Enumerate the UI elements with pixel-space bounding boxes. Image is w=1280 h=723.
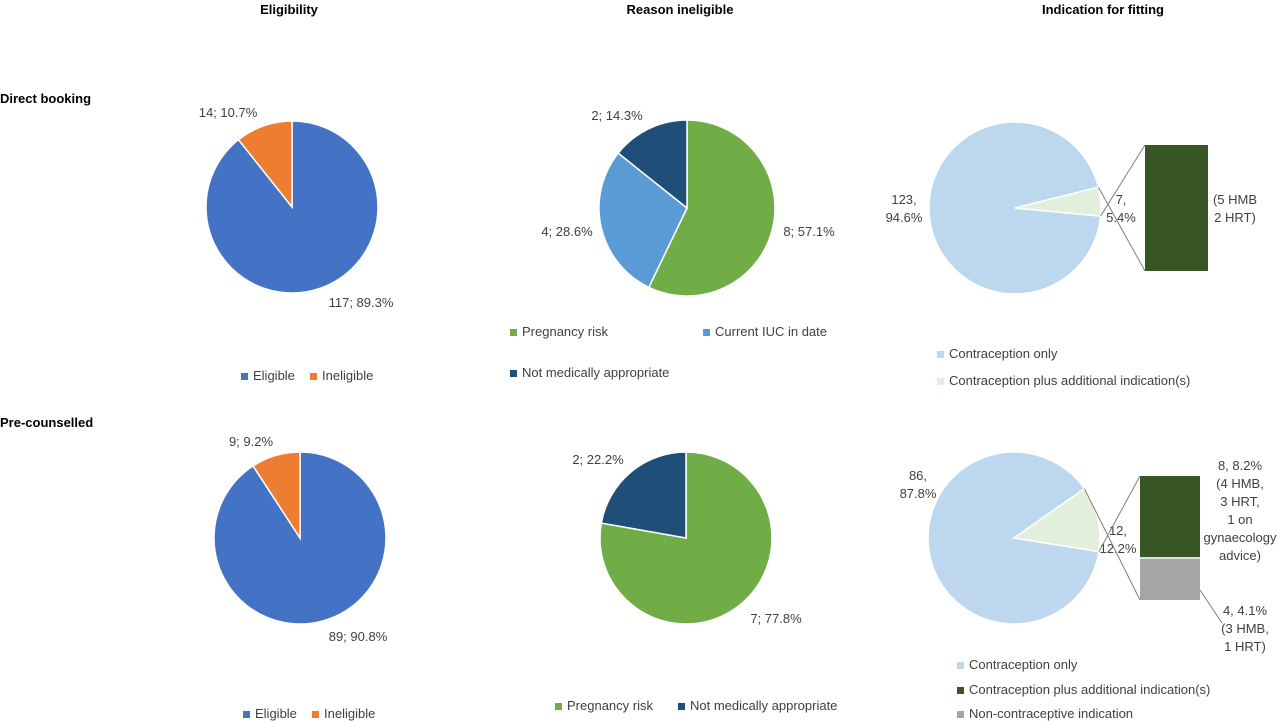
legend-label-non-contraceptive-indication: Non-contraceptive indication [969, 706, 1133, 721]
bar-label-non-contraceptive-indication: 4, 4.1% (3 HMB, 1 HRT) [1221, 603, 1269, 654]
legend-marker-eligible [243, 711, 250, 718]
legend-marker-contraception-only [957, 662, 964, 669]
bar-label-contraception-plus-additional-indication-s: 8, 8.2% (4 HMB, 3 HRT, 1 on gynaecology advic… [1204, 458, 1277, 563]
pc-indication-legend: Contraception only Contraception plus add… [957, 657, 1210, 721]
data-label-eligible: 89; 90.8% [329, 629, 388, 644]
legend-label-eligible: Eligible [255, 706, 297, 721]
bar-segment-non-contraceptive-indication [1140, 558, 1200, 600]
legend-label-pregnancy-risk: Pregnancy risk [522, 324, 608, 339]
db-indication-legend: Contraception only Contraception plus add… [937, 346, 1190, 388]
row-header-direct-booking: Direct booking [0, 91, 91, 106]
pie-slice-not-medically-appropriate [617, 119, 688, 210]
column-header-reason-ineligible: Reason ineligible [627, 2, 734, 17]
legend-marker-contraception-plus-additional-indication-s [937, 378, 944, 385]
legend-marker-non-contraceptive-indication [957, 711, 964, 718]
connector-line-bottom [1083, 488, 1141, 601]
data-label-ineligible: 14; 10.7% [199, 105, 258, 120]
db-eligibility-legend: Eligible Ineligible [241, 368, 373, 383]
legend-marker-contraception-only [937, 351, 944, 358]
connector-line-bottom [1098, 186, 1146, 272]
legend-label-contraception-only: Contraception only [949, 346, 1058, 361]
bar-segment-contraception-plus-additional-indication-s [1140, 476, 1200, 558]
db-reason-legend: Pregnancy risk Current IUC in date Not med… [510, 324, 827, 380]
bar-label-contraception-plus-additional-indication-s: (5 HMB 2 HRT) [1213, 192, 1257, 225]
legend-marker-pregnancy-risk [555, 703, 562, 710]
db-reason-chart: 8; 57.1% 4; 28.6% 2; 14.3% [541, 108, 835, 297]
pc-reason-chart: 7; 77.8% 2; 22.2% [572, 451, 802, 626]
column-header-eligibility: Eligibility [260, 2, 319, 17]
pie-slice-current-iuc-in-date [598, 152, 688, 289]
data-label-ineligible: 9; 9.2% [229, 434, 274, 449]
data-label-eligible: 117; 89.3% [329, 295, 394, 310]
legend-marker-ineligible [310, 373, 317, 380]
legend-marker-ineligible [312, 711, 319, 718]
legend-label-ineligible: Ineligible [324, 706, 375, 721]
data-label-pregnancy-risk: 7; 77.8% [750, 611, 802, 626]
pie-slice-ineligible [237, 120, 293, 210]
data-label-contraception-only: 123, 94.6% [886, 192, 923, 225]
legend-label-not-medically-appropriate: Not medically appropriate [690, 698, 837, 713]
pie-slice-contraception-only [928, 121, 1102, 295]
legend-marker-current-iuc-in-date [703, 329, 710, 336]
bar-label-leader [1199, 589, 1223, 624]
legend-label-pregnancy-risk: Pregnancy risk [567, 698, 653, 713]
legend-label-current-iuc-in-date: Current IUC in date [715, 324, 827, 339]
db-indication-chart: 123, 94.6%7, 5.4%(5 HMB 2 HRT) [886, 121, 1257, 295]
data-label-contraception-only: 86, 87.8% [900, 468, 937, 501]
pie-slice-pregnancy-risk [599, 451, 773, 625]
pc-eligibility-chart: 89; 90.8% 9; 9.2% [213, 434, 388, 644]
legend-marker-eligible [241, 373, 248, 380]
data-label-current-iuc-in-date: 4; 28.6% [541, 224, 593, 239]
pc-indication-chart: 86, 87.8% 12, 12.2% 8, 8.2% (4 HMB, 3 HRT, 1 on… [900, 451, 1277, 654]
pie-slice-pregnancy-risk [647, 119, 776, 297]
bar-segment-contraception-plus-additional-indication-s [1145, 145, 1208, 271]
data-label-not-medically-appropriate: 2; 14.3% [591, 108, 643, 123]
legend-marker-pregnancy-risk [510, 329, 517, 336]
legend-label-ineligible: Ineligible [322, 368, 373, 383]
connector-line-top [1098, 475, 1141, 552]
legend-label-contraception-only: Contraception only [969, 657, 1078, 672]
row-header-pre-counselled: Pre-counselled [0, 415, 93, 430]
pc-eligibility-legend: Eligible Ineligible [243, 706, 375, 721]
legend-label-contraception-plus-additional-indication-s: Contraception plus additional indication… [949, 373, 1190, 388]
pc-reason-legend: Pregnancy risk Not medically appropriate [555, 698, 837, 713]
data-label-pregnancy-risk: 8; 57.1% [783, 224, 835, 239]
legend-label-not-medically-appropriate: Not medically appropriate [522, 365, 669, 380]
legend-marker-not-medically-appropriate [510, 370, 517, 377]
pie-slice-not-medically-appropriate [600, 451, 687, 539]
legend-label-eligible: Eligible [253, 368, 295, 383]
db-eligibility-chart: 117; 89.3% 14; 10.7% [199, 105, 394, 310]
pie-slice-ineligible [252, 451, 301, 541]
column-header-indication: Indication for fitting [1042, 2, 1164, 17]
legend-marker-not-medically-appropriate [678, 703, 685, 710]
data-label-not-medically-appropriate: 2; 22.2% [572, 452, 624, 467]
data-label-other: 12, 12.2% [1100, 523, 1137, 556]
legend-marker-contraception-plus-additional-indication-s [957, 687, 964, 694]
legend-label-contraception-plus-additional-indication-s: Contraception plus additional indication… [969, 682, 1210, 697]
